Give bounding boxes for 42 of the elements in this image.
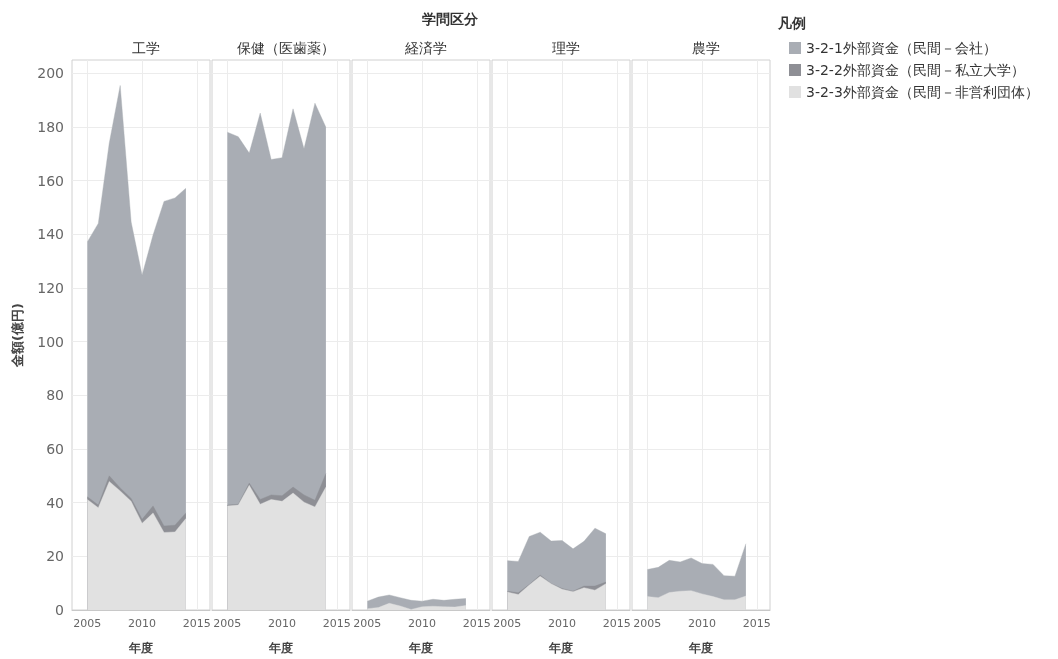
x-tick-label: 2010 xyxy=(128,617,157,630)
x-tick-label: 2005 xyxy=(633,617,662,630)
y-tick-label: 140 xyxy=(37,226,64,243)
x-tick-label: 2015 xyxy=(322,617,351,630)
chart-title: 工学 xyxy=(132,40,160,56)
x-tick-label: 2005 xyxy=(493,617,522,630)
x-tick-label: 2010 xyxy=(268,617,297,630)
chart-title: 保健（医歯薬） xyxy=(237,40,335,56)
y-axis-title: 金額(億円) xyxy=(10,303,25,368)
x-tick-label: 2010 xyxy=(548,617,577,630)
y-tick-label: 200 xyxy=(37,65,64,82)
x-tick-label: 2005 xyxy=(73,617,102,630)
y-tick-label: 100 xyxy=(37,333,64,350)
y-tick-label: 120 xyxy=(37,280,64,297)
legend-title: 凡例 xyxy=(777,15,806,31)
y-tick-label: 0 xyxy=(55,602,64,618)
x-tick-label: 2015 xyxy=(742,617,771,630)
chart-title: 農学 xyxy=(692,40,720,56)
legend-label: 3-2-2外部資金（民間－私立大学） xyxy=(806,62,1025,78)
x-tick-label: 2015 xyxy=(602,617,631,630)
x-axis-title: 年度 xyxy=(268,641,293,655)
chart-title: 経済学 xyxy=(404,40,447,56)
y-tick-label: 40 xyxy=(46,494,64,511)
legend-label: 3-2-1外部資金（民間－会社） xyxy=(806,40,997,56)
y-tick-label: 60 xyxy=(46,441,64,458)
x-tick-label: 2005 xyxy=(213,617,242,630)
x-axis-title: 年度 xyxy=(408,641,433,655)
x-tick-label: 2015 xyxy=(462,617,491,630)
x-axis-title: 年度 xyxy=(128,641,153,655)
legend-label: 3-2-3外部資金（民間－非営利団体） xyxy=(806,84,1039,100)
chart-title: 理学 xyxy=(552,40,580,56)
x-tick-label: 2010 xyxy=(408,617,437,630)
x-tick-label: 2015 xyxy=(182,617,211,630)
y-tick-label: 160 xyxy=(37,172,64,189)
x-tick-label: 2005 xyxy=(353,617,382,630)
y-tick-label: 20 xyxy=(46,548,64,565)
x-axis-title: 年度 xyxy=(688,641,713,655)
y-tick-label: 180 xyxy=(37,119,64,136)
x-axis-title: 年度 xyxy=(548,641,573,655)
text: 学問区分 xyxy=(422,11,479,27)
y-tick-label: 80 xyxy=(46,387,64,404)
x-tick-label: 2010 xyxy=(688,617,717,630)
